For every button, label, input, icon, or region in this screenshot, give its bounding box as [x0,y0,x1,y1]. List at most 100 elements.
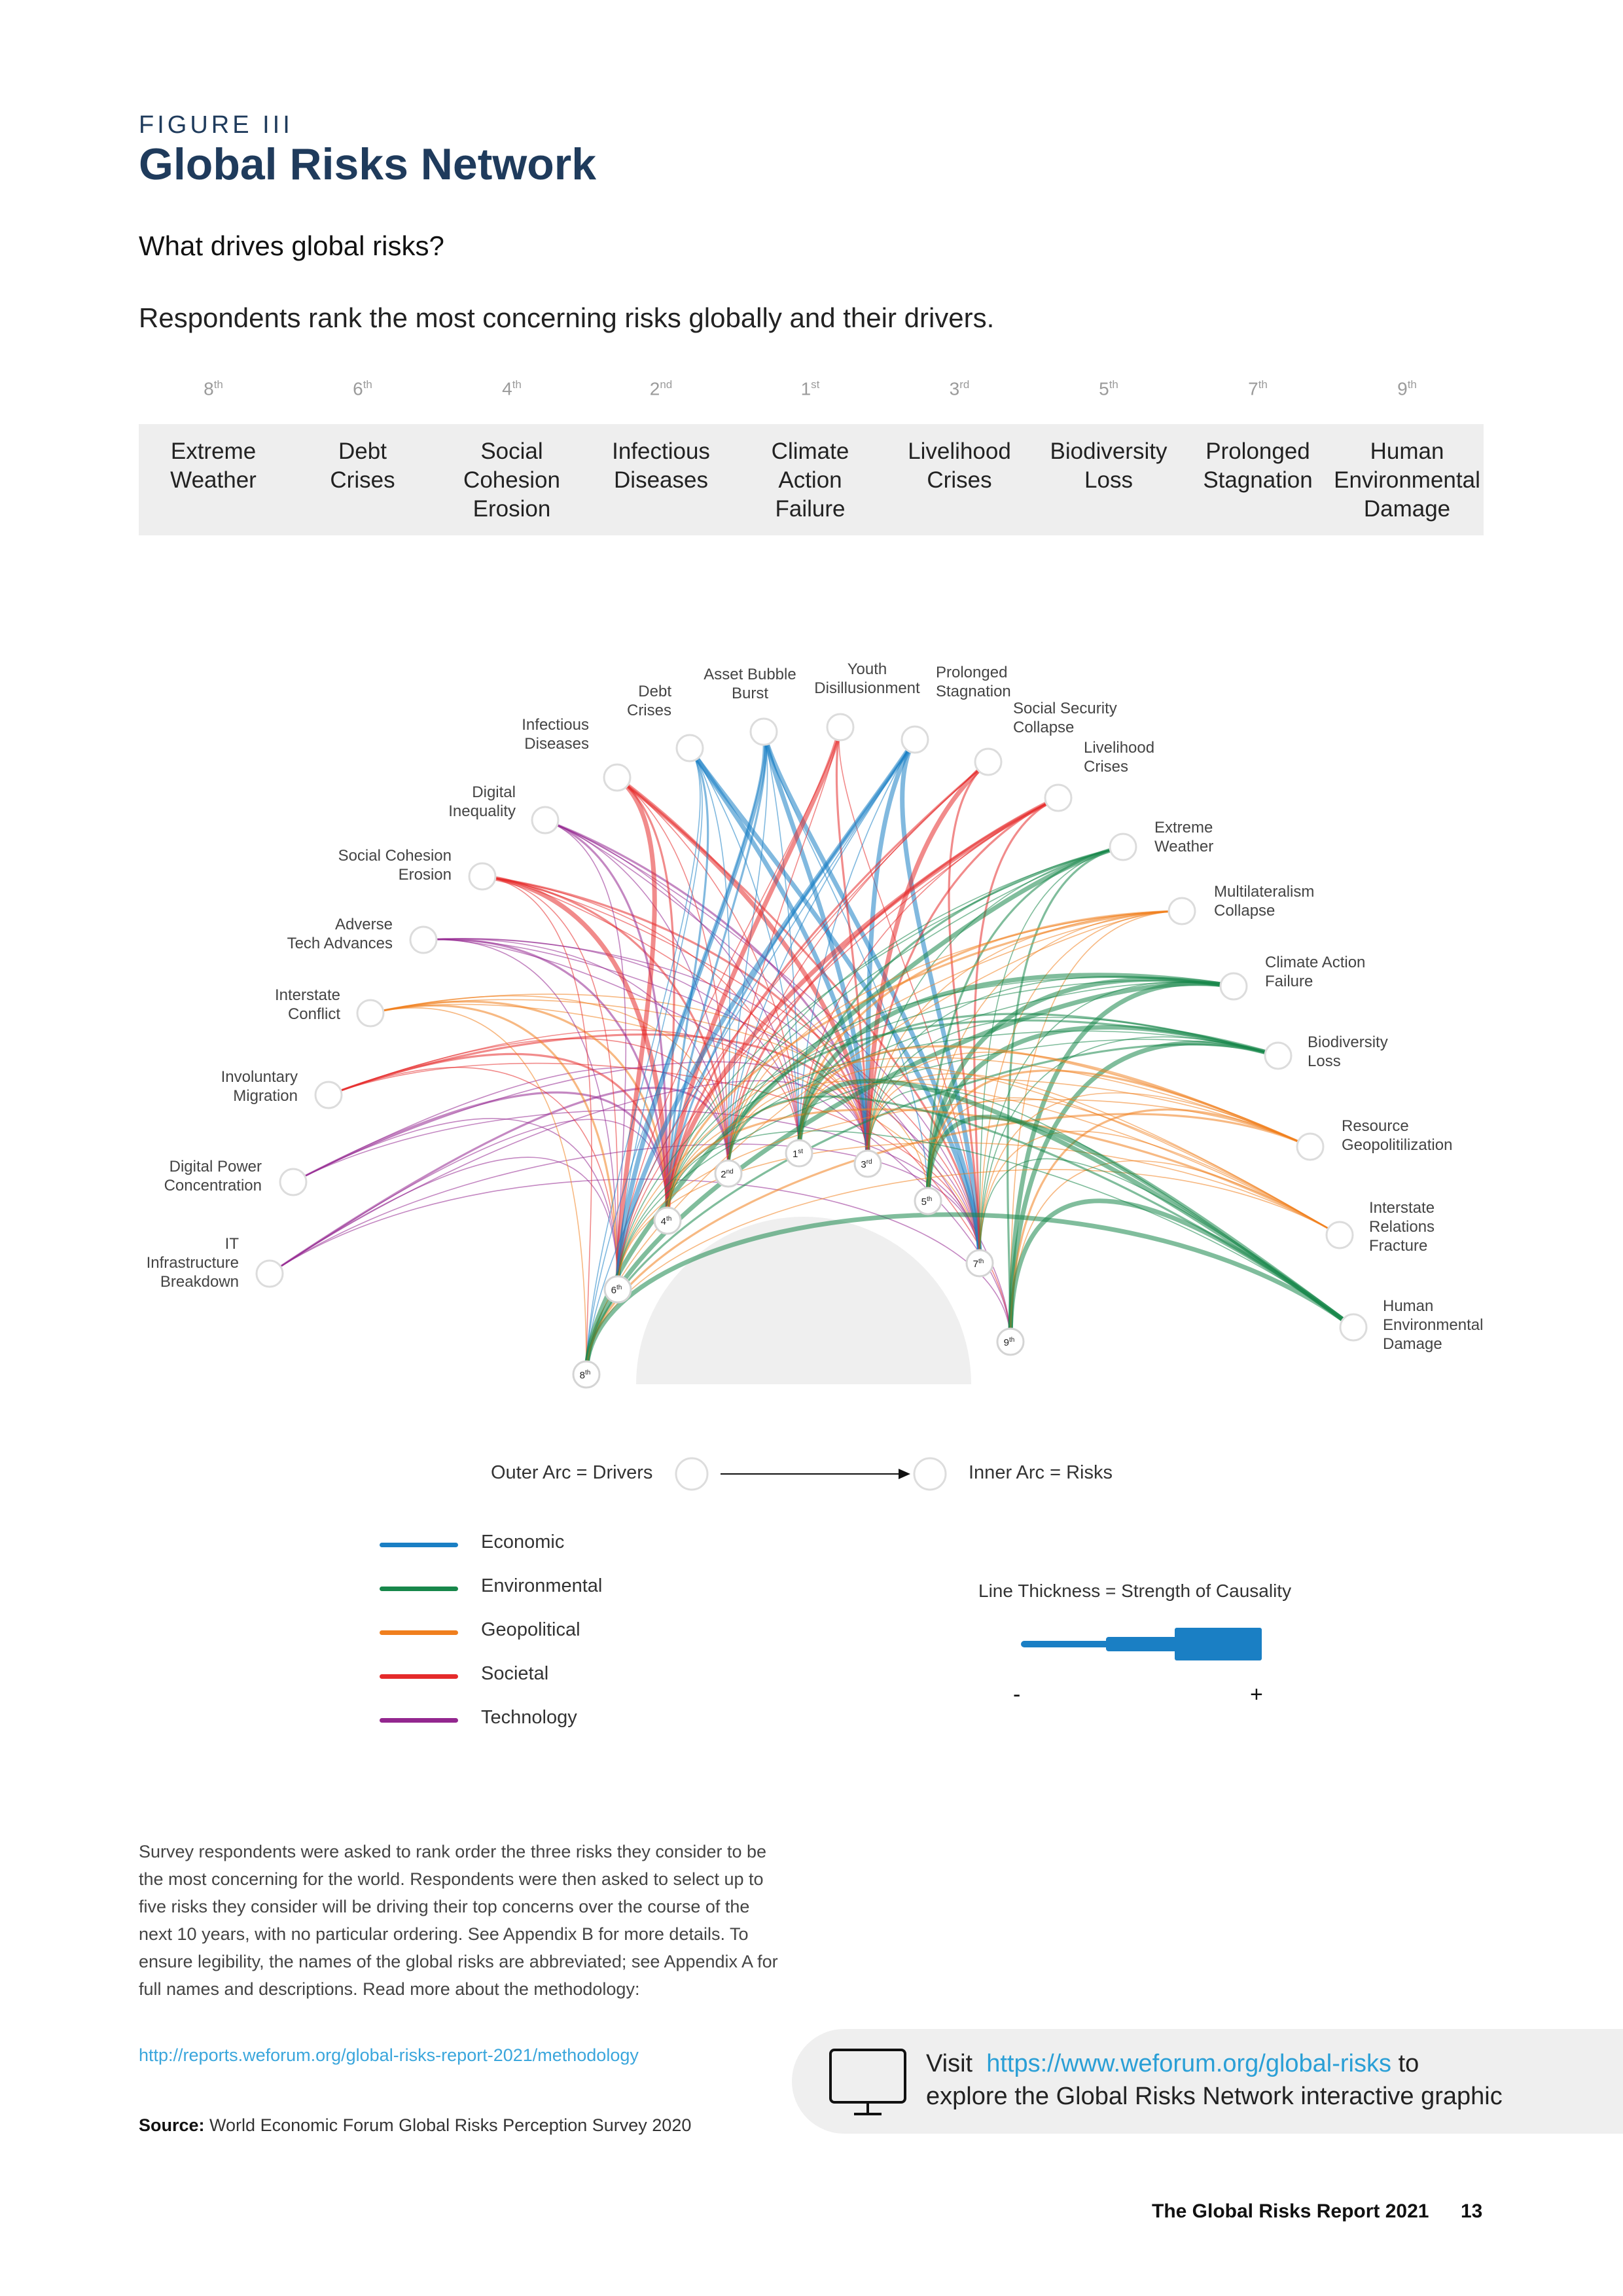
thickness-legend-bar [1021,1628,1262,1660]
driver-label: Social Cohesion Erosion [338,847,452,884]
risk-node[interactable] [965,1249,994,1278]
driver-label-line: Asset Bubble [704,666,796,683]
driver-node[interactable] [749,717,778,746]
risk-node-rank-suffix: rd [866,1158,872,1166]
causal-link [667,846,1124,1221]
driver-label-line: Environmental [1383,1316,1483,1334]
causal-link [979,1130,1340,1264]
driver-node[interactable] [1109,833,1137,861]
driver-node[interactable] [279,1168,308,1196]
risk-label: Social Cohesion Erosion [437,437,586,524]
driver-node[interactable] [1339,1313,1368,1342]
causal-link [1009,1108,1311,1342]
causal-link [1008,1040,1279,1342]
risk-node-rank-number: 9 [1004,1337,1009,1348]
driver-node[interactable] [1168,897,1196,925]
risk-node[interactable] [572,1360,601,1389]
global-risks-link[interactable]: https://www.weforum.org/global-risks [986,2050,1391,2077]
risk-label: Extreme Weather [139,437,288,495]
causal-link [269,1086,730,1275]
risk-label-line: Infectious [612,439,710,464]
driver-node[interactable] [314,1081,343,1109]
driver-label-line: Erosion [399,866,452,884]
risk-label-line: Environmental [1334,467,1480,493]
risk-node[interactable] [853,1149,882,1178]
causal-link [798,846,1124,1154]
causal-link [482,876,980,1264]
risk-node-rank: 2nd [721,1168,733,1180]
driver-label-line: Infectious [522,716,589,734]
risk-node[interactable] [996,1327,1025,1356]
risk-node[interactable] [714,1159,743,1188]
causal-link [423,938,669,1221]
causal-link [979,846,1124,1264]
driver-label-line: Relations [1369,1218,1435,1236]
causal-link [979,910,1183,1264]
footer-report-title: The Global Risks Report 2021 [1152,2200,1429,2222]
causal-link [616,776,981,1264]
risk-node-rank-number: 7 [973,1259,978,1270]
driver-node[interactable] [1325,1221,1354,1249]
driver-label-line: Livelihood [1084,739,1154,757]
driver-label-line: Concentration [164,1177,262,1194]
outer-arc-label: Outer Arc = Drivers [491,1462,653,1483]
driver-label-line: Biodiversity [1308,1033,1388,1051]
driver-node[interactable] [1044,783,1073,812]
driver-label-line: Multilateralism [1214,883,1314,901]
risk-node-rank-suffix: th [1009,1336,1014,1344]
driver-node[interactable] [356,999,385,1028]
driver-node[interactable] [468,862,497,891]
driver-label-line: Prolonged [936,664,1007,681]
risk-node-rank-number: 2 [721,1169,726,1180]
risk-node-rank-suffix: th [927,1196,932,1203]
driver-label-line: Climate Action [1265,954,1365,971]
risk-label-line: Erosion [473,496,551,522]
risk-label: Prolonged Stagnation [1183,437,1332,495]
methodology-link[interactable]: http://reports.weforum.org/global-risks-… [139,2045,639,2065]
causal-link [370,1007,587,1375]
driver-label-line: Debt [638,683,671,700]
risk-label-line: Diseases [614,467,708,493]
driver-label-line: Human [1383,1297,1433,1315]
risk-label: Debt Crises [288,437,437,495]
legend-label: Technology [481,1707,577,1728]
risk-node[interactable] [653,1206,682,1235]
risk-node-rank-suffix: th [666,1215,671,1223]
legend-label: Economic [481,1532,565,1552]
causal-link [328,1067,618,1290]
risk-label-line: Failure [775,496,846,522]
driver-label-line: Failure [1265,973,1313,990]
driver-node[interactable] [826,713,855,742]
driver-label: IT Infrastructure Breakdown [147,1235,240,1291]
driver-node[interactable] [1264,1041,1293,1070]
risk-rank: 9th [1397,378,1417,399]
risk-node[interactable] [914,1187,942,1215]
driver-label: Infectious Diseases [522,716,589,753]
risk-node[interactable] [603,1275,632,1304]
driver-label-line: Breakdown [160,1273,239,1291]
risk-node[interactable] [785,1139,813,1168]
driver-label: Climate Action Failure [1265,954,1365,990]
driver-label-line: Migration [233,1087,298,1105]
driver-node[interactable] [901,725,929,754]
causal-link [948,761,990,1264]
causal-link [763,731,800,1154]
driver-node[interactable] [1219,972,1248,1001]
driver-node[interactable] [603,763,632,792]
driver-node[interactable] [1296,1132,1325,1161]
risk-rank: 5th [1099,378,1118,399]
driver-node[interactable] [255,1259,284,1288]
risk-label-line: Weather [170,467,257,493]
driver-node[interactable] [675,734,704,762]
driver-node[interactable] [409,925,438,954]
driver-label-line: Weather [1154,838,1213,855]
risk-label: Infectious Diseases [586,437,736,495]
driver-node[interactable] [974,747,1003,776]
driver-node[interactable] [531,806,560,834]
causal-link [615,731,768,1290]
causal-link [927,910,1183,1202]
driver-label: Extreme Weather [1154,819,1213,855]
driver-label-line: Burst [732,685,768,702]
driver-label: Asset Bubble Burst [704,666,796,702]
